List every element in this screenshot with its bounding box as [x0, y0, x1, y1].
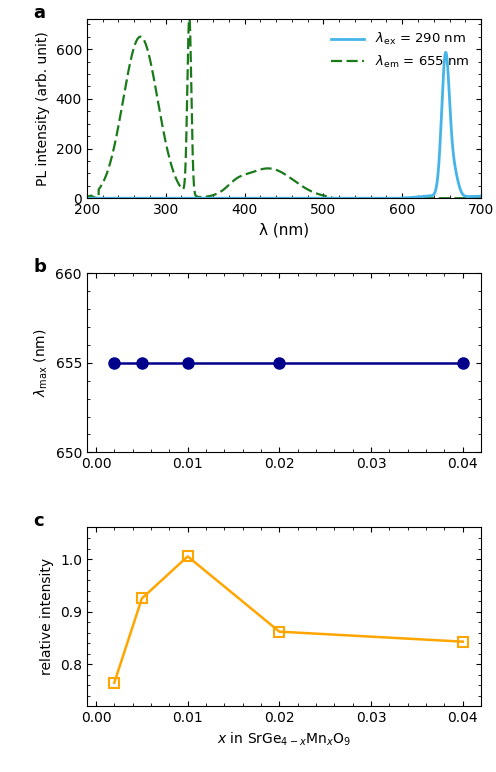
Text: a: a	[34, 4, 46, 22]
X-axis label: λ (nm): λ (nm)	[259, 222, 309, 238]
X-axis label: $x$ in SrGe$_{4-x}$Mn$_x$O$_9$: $x$ in SrGe$_{4-x}$Mn$_x$O$_9$	[217, 731, 351, 748]
Legend: $\lambda_{\rm ex}$ = 290 nm, $\lambda_{\rm em}$ = 655 nm: $\lambda_{\rm ex}$ = 290 nm, $\lambda_{\…	[326, 26, 475, 75]
Y-axis label: relative intensity: relative intensity	[40, 558, 55, 676]
Text: b: b	[34, 258, 47, 276]
Text: c: c	[34, 512, 44, 530]
Y-axis label: PL intensity (arb. unit): PL intensity (arb. unit)	[36, 32, 50, 186]
Y-axis label: $\lambda_{\rm max}$ (nm): $\lambda_{\rm max}$ (nm)	[32, 329, 50, 397]
